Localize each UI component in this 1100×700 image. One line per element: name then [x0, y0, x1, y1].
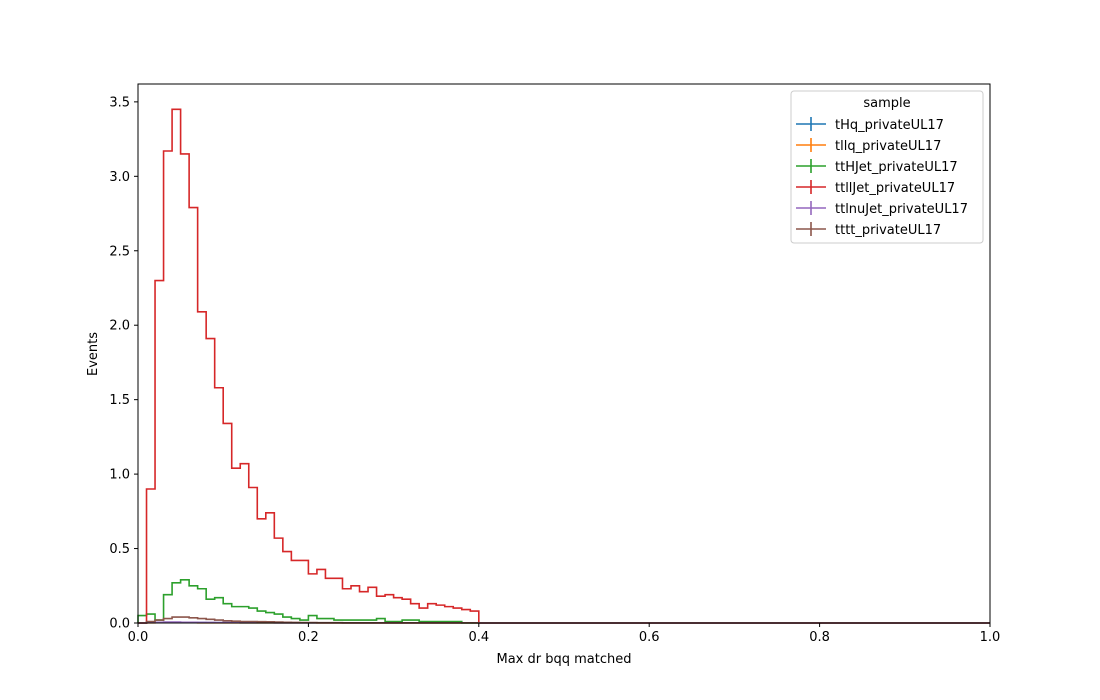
- y-tick-label: 2.5: [109, 244, 130, 259]
- legend: sample tHq_privateUL17 tllq_privateUL17tt…: [790, 90, 984, 244]
- y-tick-label: 1.5: [109, 393, 130, 408]
- series-line-3: [138, 108, 990, 624]
- x-tick-label: 0.6: [639, 630, 660, 645]
- y-tick-label: 3.0: [109, 170, 130, 185]
- series-line-2: [137, 579, 990, 624]
- legend-box: [790, 90, 984, 244]
- x-tick-label: 0.8: [809, 630, 830, 645]
- legend-item: ttHJet_privateUL17: [796, 159, 958, 175]
- x-tick-label: 0.2: [298, 630, 319, 645]
- x-tick-label: 0.4: [468, 630, 489, 645]
- axes-frame: [137, 83, 991, 624]
- legend-label: ttHJet_privateUL17: [835, 160, 958, 175]
- legend-title: sample: [863, 96, 910, 111]
- y-tick-label: 2.0: [109, 319, 130, 334]
- y-tick-label: 3.5: [109, 95, 130, 110]
- legend-label: ttllJet_privateUL17: [835, 181, 955, 196]
- x-tick-label: 0.0: [128, 630, 149, 645]
- legend-item: ttllJet_privateUL17: [796, 180, 955, 196]
- x-axis: 0.0 0.2 0.4 0.6 0.8 1.0: [128, 623, 1001, 645]
- y-tick-label: 1.0: [109, 468, 130, 483]
- legend-label: tHq_privateUL17: [835, 118, 944, 133]
- x-tick-label: 1.0: [980, 630, 1001, 645]
- y-tick-label: 0.0: [109, 617, 130, 632]
- y-axis-label: Events: [86, 332, 101, 376]
- legend-item: ttlnuJet_privateUL17: [796, 201, 968, 217]
- y-tick-label: 0.5: [109, 542, 130, 557]
- legend-item: tHq_privateUL17: [796, 117, 944, 133]
- legend-item: tttt_privateUL17: [796, 222, 941, 238]
- legend-item: tllq_privateUL17: [796, 138, 941, 154]
- y-axis: 0.0 0.5 1.0 1.5 2.0 2.5 3.0 3.5: [109, 95, 138, 632]
- x-axis-label: Max dr bqq matched: [497, 652, 632, 667]
- legend-label: tttt_privateUL17: [835, 223, 941, 238]
- legend-label: tllq_privateUL17: [835, 139, 941, 154]
- legend-label: ttlnuJet_privateUL17: [835, 202, 968, 217]
